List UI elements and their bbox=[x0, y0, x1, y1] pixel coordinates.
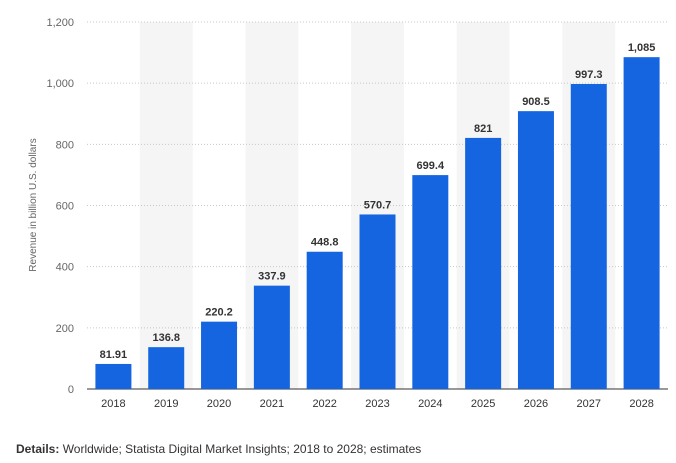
bar-2018 bbox=[95, 363, 132, 389]
value-label: 1,085 bbox=[628, 42, 656, 54]
bar-2023 bbox=[359, 214, 396, 389]
y-tick-label: 400 bbox=[56, 262, 74, 274]
value-label: 821 bbox=[474, 123, 492, 135]
value-label: 570.7 bbox=[364, 199, 392, 211]
details-text: Worldwide; Statista Digital Market Insig… bbox=[59, 442, 422, 456]
bar-2026 bbox=[517, 111, 554, 389]
value-label: 997.3 bbox=[575, 69, 603, 81]
bar-2025 bbox=[465, 137, 502, 389]
x-tick-label: 2024 bbox=[418, 398, 442, 410]
x-tick-label: 2027 bbox=[577, 398, 601, 410]
value-labels: 81.91 136.8 220.2 337.9 448.8 570.7 699.4 821 90… bbox=[100, 42, 656, 361]
value-label: 220.2 bbox=[205, 307, 233, 319]
bar-2021 bbox=[253, 285, 290, 389]
value-label: 81.91 bbox=[100, 349, 128, 361]
x-tick-label: 2018 bbox=[101, 398, 125, 410]
revenue-bar-chart: 0 200 400 600 800 1,000 1,200 81.91 136.8 220.2 3… bbox=[28, 17, 668, 410]
bar-2020 bbox=[201, 321, 238, 389]
y-tick-label: 800 bbox=[56, 139, 74, 151]
x-tick-label: 2019 bbox=[154, 398, 178, 410]
bar-2028 bbox=[623, 57, 660, 389]
value-label: 448.8 bbox=[311, 237, 339, 249]
details-label: Details: bbox=[16, 442, 60, 456]
y-tick-label: 200 bbox=[56, 323, 74, 335]
x-tick-label: 2028 bbox=[629, 398, 653, 410]
value-label: 908.5 bbox=[522, 96, 550, 108]
value-label: 136.8 bbox=[152, 332, 180, 344]
bars bbox=[95, 57, 660, 389]
y-tick-label: 1,000 bbox=[46, 78, 74, 90]
bar-2024 bbox=[412, 175, 449, 389]
x-axis-ticks: 2018 2019 2020 2021 2022 2023 2024 2025 2026 2027… bbox=[101, 398, 654, 410]
bar-2022 bbox=[306, 251, 343, 389]
y-tick-label: 600 bbox=[56, 201, 74, 213]
value-label: 337.9 bbox=[258, 271, 286, 283]
y-tick-label: 0 bbox=[68, 384, 74, 396]
value-label: 699.4 bbox=[417, 160, 445, 172]
details-footnote: Details: Worldwide; Statista Digital Mar… bbox=[16, 442, 421, 456]
x-tick-label: 2021 bbox=[260, 398, 284, 410]
x-tick-label: 2020 bbox=[207, 398, 231, 410]
x-tick-label: 2026 bbox=[524, 398, 548, 410]
y-axis-ticks: 0 200 400 600 800 1,000 1,200 bbox=[46, 17, 74, 396]
x-tick-label: 2023 bbox=[365, 398, 389, 410]
y-axis-label: Revenue in billion U.S. dollars bbox=[28, 138, 39, 271]
x-tick-label: 2025 bbox=[471, 398, 495, 410]
bar-2027 bbox=[570, 83, 607, 389]
bar-2019 bbox=[148, 347, 185, 389]
x-tick-label: 2022 bbox=[312, 398, 336, 410]
y-tick-label: 1,200 bbox=[46, 17, 74, 29]
